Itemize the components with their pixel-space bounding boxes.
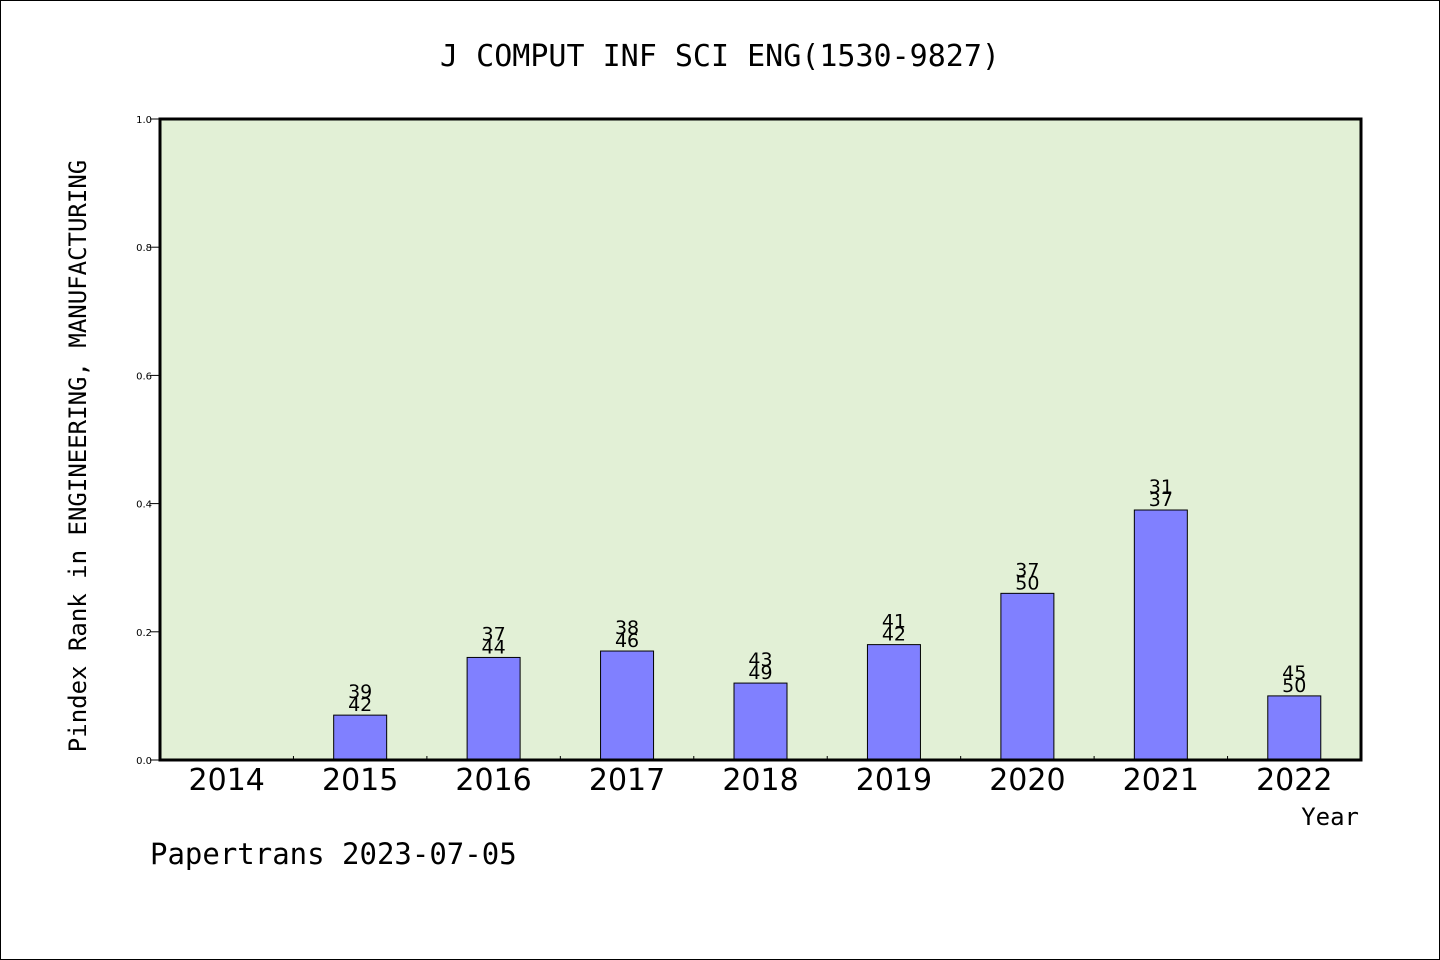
x-axis-label: Year [1301, 803, 1359, 831]
rank-label-top: 41 [882, 611, 906, 633]
x-tick-label: 2022 [1256, 763, 1332, 798]
rank-label-bottom: 50 [1015, 572, 1039, 594]
x-tick-label: 2019 [856, 763, 932, 798]
x-axis: 2014 2015 2016 2017 2018 2019 2020 2021 2022 [189, 756, 1332, 798]
y-tick-label: 0.8 [136, 243, 152, 254]
rank-label-top: 31 [1149, 476, 1173, 498]
rank-label-bottom: 42 [882, 624, 906, 646]
chart-title: J COMPUT INF SCI ENG(1530-9827) [440, 39, 1000, 74]
plot-border [158, 117, 1363, 762]
rank-label-bottom: 46 [615, 630, 639, 652]
rank-label-top: 39 [348, 681, 372, 703]
y-tick-label: 0.6 [136, 371, 152, 382]
bar-2020 [1000, 592, 1055, 761]
rank-label-top: 43 [748, 649, 772, 671]
bar-2017 [600, 650, 655, 761]
x-tick-label: 2020 [989, 763, 1065, 798]
bars [333, 509, 1322, 761]
rank-label-bottom: 44 [482, 636, 506, 658]
rank-label-top: 37 [482, 623, 506, 645]
rank-label-top: 45 [1282, 662, 1306, 684]
x-tick-label: 2017 [589, 763, 665, 798]
rank-label-bottom: 49 [748, 662, 772, 684]
y-axis: 0.0 0.2 0.4 0.6 0.8 1.0 [136, 115, 160, 767]
bar-2022 [1267, 695, 1322, 761]
rank-label-top: 38 [615, 617, 639, 639]
rank-label-bottom: 42 [348, 694, 372, 716]
rank-label-bottom: 37 [1149, 489, 1173, 511]
x-tick-label: 2016 [455, 763, 531, 798]
rank-label-bottom: 50 [1282, 675, 1306, 697]
rank-label-top: 37 [1015, 559, 1039, 581]
bar-2016 [466, 656, 521, 761]
bar-2019 [866, 644, 921, 761]
footer-text: Papertrans 2023-07-05 [150, 837, 517, 871]
y-tick-label: 0.2 [136, 628, 152, 639]
y-axis-label: Pindex Rank in ENGINEERING, MANUFACTURIN… [64, 160, 92, 752]
x-tick-label: 2014 [189, 763, 265, 798]
x-tick-label: 2015 [322, 763, 398, 798]
y-tick-label: 0.4 [136, 500, 152, 511]
x-tick-label: 2021 [1123, 763, 1199, 798]
bar-2015 [333, 714, 388, 761]
bar-2018 [733, 682, 788, 761]
x-tick-label: 2018 [722, 763, 798, 798]
y-tick-label: 0.0 [136, 756, 152, 767]
bar-2021 [1133, 509, 1188, 761]
y-tick-label: 1.0 [136, 115, 152, 126]
